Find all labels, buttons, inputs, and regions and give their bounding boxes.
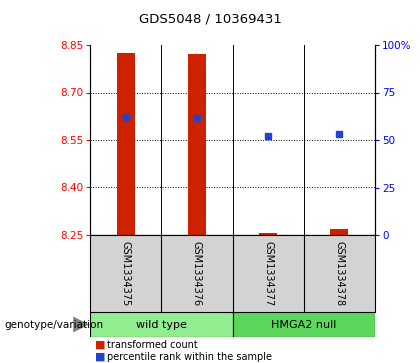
Text: percentile rank within the sample: percentile rank within the sample [107, 352, 272, 362]
Bar [233, 312, 375, 337]
Bar [188, 54, 206, 235]
Text: wild type: wild type [136, 319, 186, 330]
Polygon shape [73, 317, 89, 333]
Text: GDS5048 / 10369431: GDS5048 / 10369431 [139, 12, 281, 25]
Text: HMGA2 null: HMGA2 null [271, 319, 336, 330]
Text: GSM1334376: GSM1334376 [192, 241, 202, 306]
Bar [331, 229, 348, 235]
Bar [90, 312, 233, 337]
Text: ■: ■ [95, 352, 105, 362]
Text: GSM1334378: GSM1334378 [334, 241, 344, 306]
Bar [259, 233, 277, 235]
Text: GSM1334377: GSM1334377 [263, 241, 273, 306]
Bar [117, 53, 134, 235]
Text: GSM1334375: GSM1334375 [121, 241, 131, 306]
Text: genotype/variation: genotype/variation [4, 319, 103, 330]
Text: ■: ■ [95, 340, 105, 350]
Text: transformed count: transformed count [107, 340, 198, 350]
